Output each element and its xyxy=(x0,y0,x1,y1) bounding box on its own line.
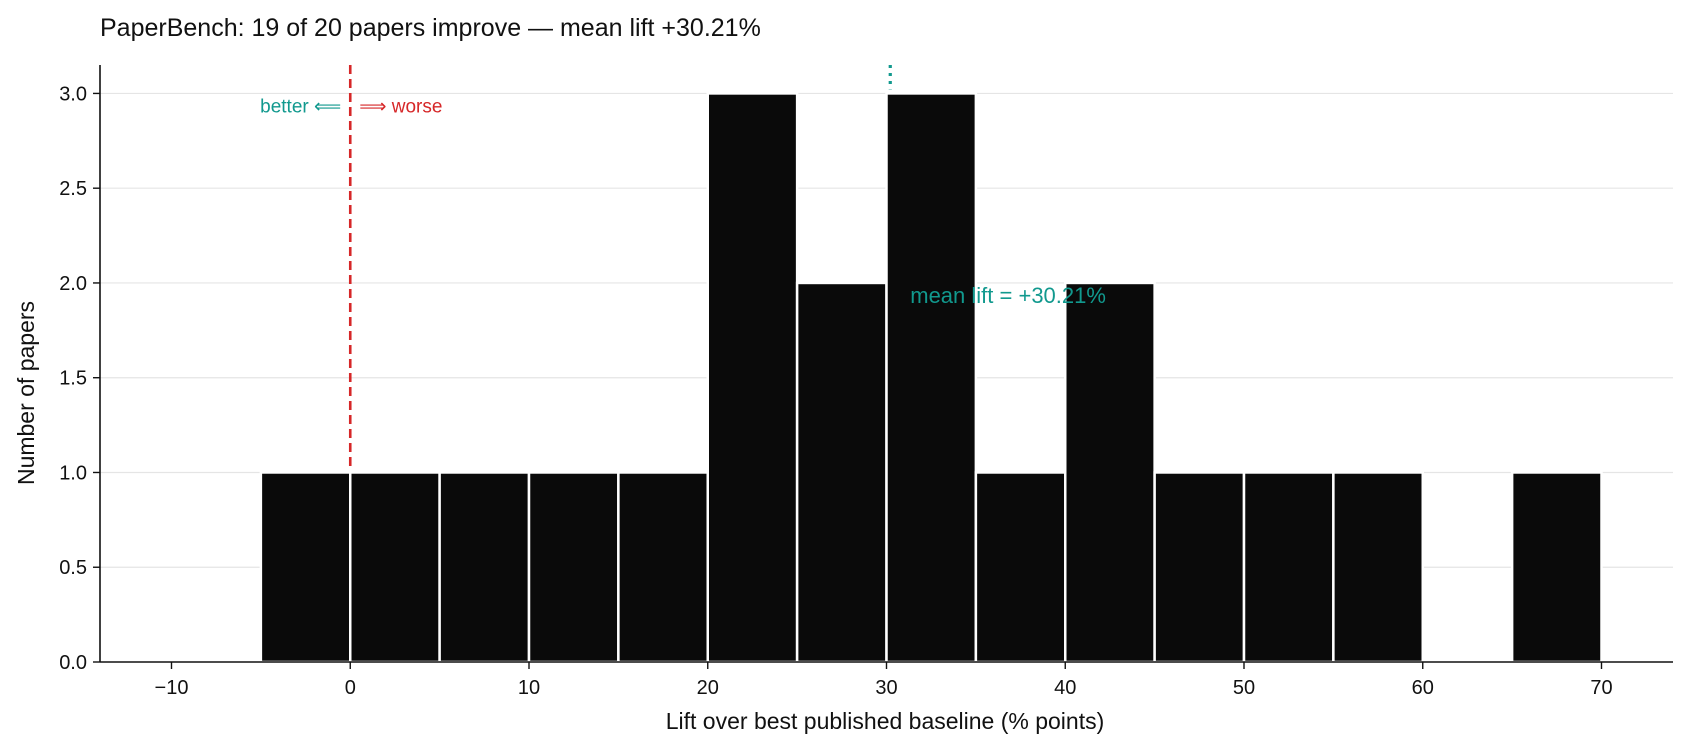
histogram-bar xyxy=(1064,281,1156,664)
x-tick-label: 70 xyxy=(1590,677,1612,699)
x-tick-label: 30 xyxy=(875,677,897,699)
x-tick-label: −10 xyxy=(155,677,189,699)
y-tick-label: 1.0 xyxy=(59,462,87,484)
reference-lines xyxy=(348,65,892,471)
histogram-bar xyxy=(349,471,441,664)
x-axis-label: Lift over best published baseline (% poi… xyxy=(666,708,1105,734)
histogram-bar xyxy=(617,471,709,664)
y-tick-label: 0.5 xyxy=(59,557,87,579)
histogram-bar xyxy=(259,471,352,664)
histogram-bar xyxy=(1510,471,1603,664)
y-tick-label: 2.0 xyxy=(59,273,87,295)
chart-title: PaperBench: 19 of 20 papers improve — me… xyxy=(100,14,761,42)
histogram-bar xyxy=(795,281,888,664)
better-annotation: better ⟸ xyxy=(260,96,341,117)
histogram-bar xyxy=(885,92,978,664)
bars xyxy=(259,92,1603,664)
tick-labels: −10 0 10 20 30 40 50 60 70 0.0 0.5 1.0 1.5 2.0 2.5 3.0 xyxy=(59,83,1612,699)
annotations: better ⟸ ⟹ worse mean lift = +30.21% xyxy=(260,96,1106,308)
histogram-bar xyxy=(706,92,799,664)
axes xyxy=(93,65,1673,669)
y-tick-label: 0.0 xyxy=(59,652,87,674)
x-tick-label: 0 xyxy=(345,677,356,699)
x-tick-label: 20 xyxy=(697,677,719,699)
histogram-bar xyxy=(974,471,1067,664)
histogram-bar xyxy=(527,471,620,664)
y-tick-label: 3.0 xyxy=(59,83,87,105)
y-axis-label: Number of papers xyxy=(13,301,39,485)
mean-annotation: mean lift = +30.21% xyxy=(910,283,1106,308)
worse-annotation: ⟹ worse xyxy=(359,96,442,117)
x-tick-label: 40 xyxy=(1054,677,1076,699)
histogram-bar xyxy=(1153,471,1246,664)
x-tick-label: 60 xyxy=(1412,677,1434,699)
histogram-bar xyxy=(1242,471,1335,664)
y-tick-label: 2.5 xyxy=(59,178,87,200)
y-tick-label: 1.5 xyxy=(59,368,87,390)
histogram-bar xyxy=(438,471,531,664)
x-tick-label: 10 xyxy=(518,677,540,699)
x-tick-label: 50 xyxy=(1233,677,1255,699)
histogram-bar xyxy=(1332,471,1424,664)
